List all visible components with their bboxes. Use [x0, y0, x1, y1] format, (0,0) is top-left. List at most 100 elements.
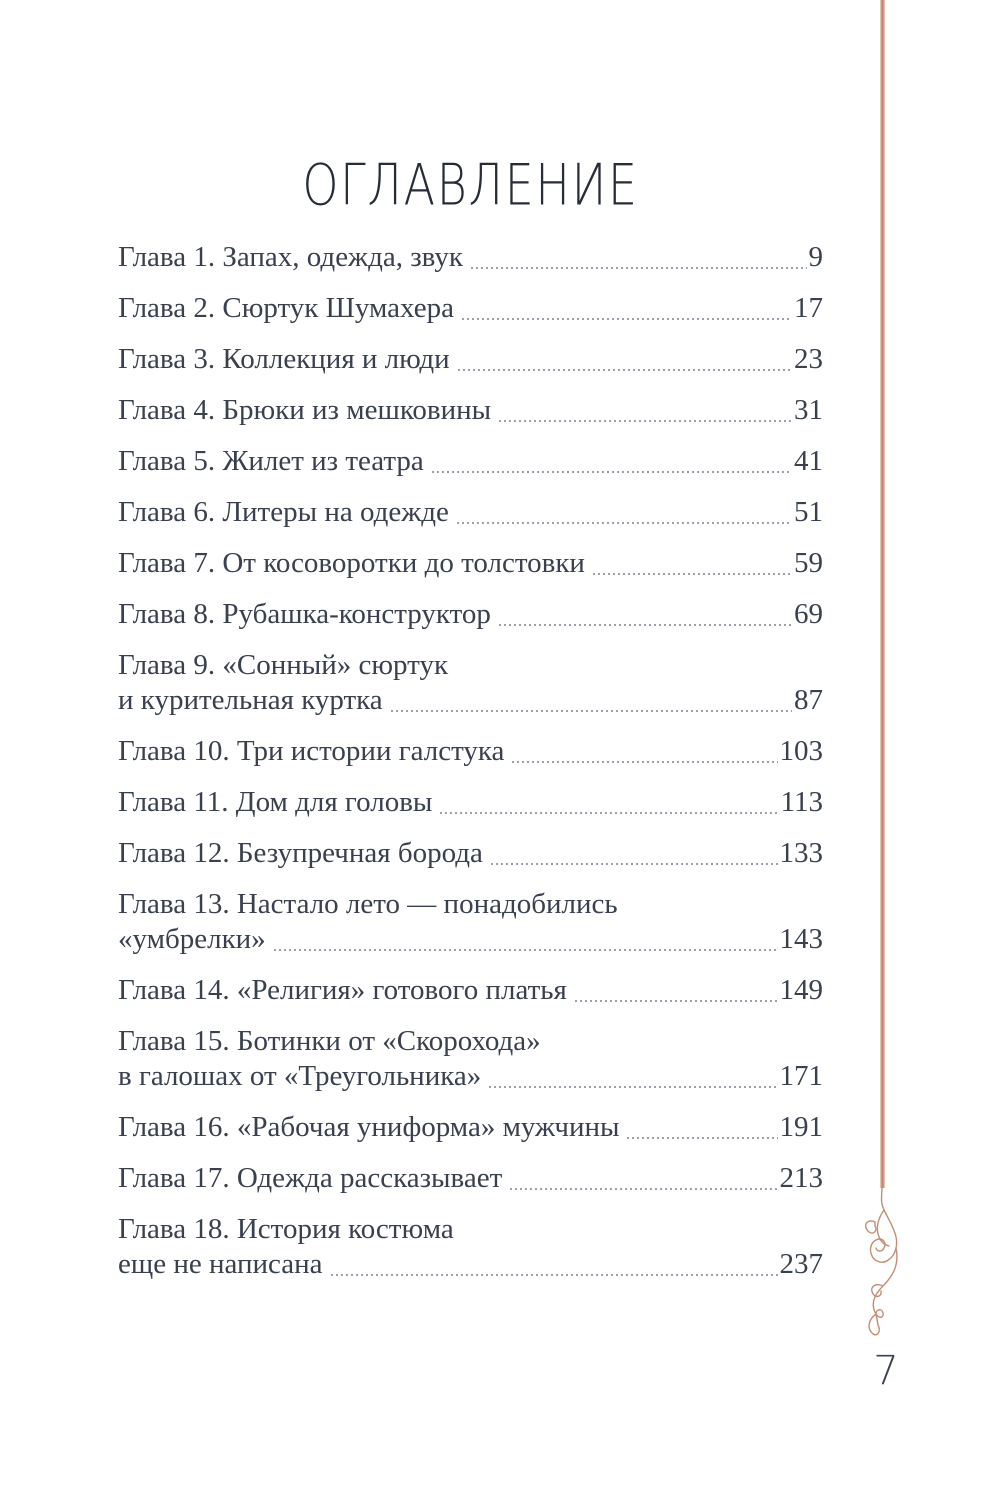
toc-entry: Глава 13. Настало лето — понадобились «ум… [118, 887, 823, 957]
toc-entry: Глава 2. Сюртук Шумахера 17 [118, 291, 823, 326]
toc-entry: Глава 5. Жилет из театра 41 [118, 444, 823, 479]
entry-page-number: 59 [794, 547, 823, 579]
entry-title: Глава 14. «Религия» готового платья [118, 974, 567, 1006]
toc-entry: Глава 6. Литеры на одежде 51 [118, 495, 823, 530]
flourish-ornament-icon [865, 1186, 898, 1336]
toc-entry: Глава 7. От косоворотки до толстовки 59 [118, 546, 823, 581]
entry-title: Глава 5. Жилет из театра [118, 445, 424, 477]
entry-title: в галошах от «Треугольника» [118, 1060, 482, 1092]
toc-entry-line: Глава 2. Сюртук Шумахера 17 [118, 291, 823, 326]
leader-dots [574, 1000, 778, 1002]
table-of-contents: Глава 1. Запах, одежда, звук 9 Глава 2. Сю… [118, 240, 823, 1298]
leader-dots [490, 863, 778, 865]
toc-entry: Глава 9. «Сонный» сюртук и курительная ку… [118, 648, 823, 718]
toc-entry-line: Глава 12. Безупречная борода 133 [118, 836, 823, 871]
toc-entry-line: Глава 14. «Религия» готового платья 149 [118, 973, 823, 1008]
toc-entry-line: Глава 10. Три истории галстука 103 [118, 734, 823, 769]
entry-title: Глава 3. Коллекция и люди [118, 343, 450, 375]
toc-entry-line: Глава 5. Жилет из театра 41 [118, 444, 823, 479]
toc-entry-line: в галошах от «Треугольника» 171 [118, 1059, 823, 1094]
toc-entry-line: Глава 11. Дом для головы 113 [118, 785, 823, 820]
toc-entry: Глава 14. «Религия» готового платья 149 [118, 973, 823, 1008]
folio-page-number: 7 [873, 1348, 899, 1394]
page-title: ОГЛАВЛЕНИЕ [302, 152, 639, 219]
entry-title: Глава 16. «Рабочая униформа» мужчины [118, 1111, 620, 1143]
toc-entry: Глава 10. Три истории галстука 103 [118, 734, 823, 769]
toc-entry-line: Глава 16. «Рабочая униформа» мужчины 191 [118, 1110, 823, 1145]
entry-page-number: 17 [794, 292, 823, 324]
entry-page-number: 171 [779, 1060, 824, 1092]
entry-page-number: 51 [794, 496, 823, 528]
toc-entry: Глава 11. Дом для головы 113 [118, 785, 823, 820]
entry-page-number: 69 [794, 598, 823, 630]
toc-entry-line: Глава 13. Настало лето — понадобились [118, 887, 823, 922]
entry-page-number: 87 [794, 684, 823, 716]
toc-entry-line: еще не написана 237 [118, 1247, 823, 1282]
toc-entry-line: «умбрелки» 143 [118, 922, 823, 957]
toc-entry-line: Глава 15. Ботинки от «Скорохода» [118, 1024, 823, 1059]
toc-entry: Глава 4. Брюки из мешковины 31 [118, 393, 823, 428]
entry-title: Глава 18. История костюма [118, 1213, 454, 1245]
entry-title: Глава 2. Сюртук Шумахера [118, 292, 455, 324]
leader-dots [457, 369, 792, 371]
toc-entry-line: Глава 3. Коллекция и люди 23 [118, 342, 823, 377]
leader-dots [470, 267, 807, 269]
entry-title: Глава 10. Три истории галстука [118, 735, 505, 767]
toc-entry: Глава 18. История костюма еще не написана… [118, 1212, 823, 1282]
entry-title: Глава 12. Безупречная борода [118, 837, 483, 869]
toc-entry-line: Глава 1. Запах, одежда, звук 9 [118, 240, 823, 275]
toc-entry-line: Глава 9. «Сонный» сюртук [118, 648, 823, 683]
toc-entry: Глава 17. Одежда рассказывает 213 [118, 1161, 823, 1196]
entry-title: Глава 6. Литеры на одежде [118, 496, 449, 528]
leader-dots [592, 573, 792, 575]
toc-entry: Глава 16. «Рабочая униформа» мужчины 191 [118, 1110, 823, 1145]
leader-dots [512, 761, 778, 763]
leader-dots [489, 1086, 778, 1088]
toc-entry: Глава 12. Безупречная борода 133 [118, 836, 823, 871]
entry-page-number: 237 [779, 1248, 824, 1280]
entry-title: Глава 15. Ботинки от «Скорохода» [118, 1025, 541, 1057]
entry-page-number: 41 [794, 445, 823, 477]
toc-entry-line: Глава 6. Литеры на одежде 51 [118, 495, 823, 530]
toc-entry: Глава 8. Рубашка-конструктор 69 [118, 597, 823, 632]
leader-dots [498, 624, 792, 626]
toc-entry-line: Глава 7. От косоворотки до толстовки 59 [118, 546, 823, 581]
entry-page-number: 103 [779, 735, 824, 767]
entry-title: Глава 17. Одежда рассказывает [118, 1162, 503, 1194]
entry-page-number: 149 [779, 974, 824, 1006]
leader-dots [627, 1137, 778, 1139]
entry-page-number: 9 [808, 241, 824, 273]
entry-title: Глава 8. Рубашка-конструктор [118, 598, 491, 630]
toc-entry-line: Глава 8. Рубашка-конструктор 69 [118, 597, 823, 632]
leader-dots [462, 318, 792, 320]
entry-title: Глава 7. От косоворотки до толстовки [118, 547, 585, 579]
entry-title: и курительная куртка [118, 684, 383, 716]
entry-title: Глава 11. Дом для головы [118, 786, 433, 818]
leader-dots [440, 812, 779, 814]
toc-entry: Глава 1. Запах, одежда, звук 9 [118, 240, 823, 275]
entry-title: Глава 1. Запах, одежда, звук [118, 241, 463, 273]
decorative-vertical-rule [880, 0, 885, 1188]
entry-page-number: 143 [779, 923, 824, 955]
entry-title: «умбрелки» [118, 923, 266, 955]
entry-page-number: 23 [794, 343, 823, 375]
entry-page-number: 191 [779, 1111, 824, 1143]
toc-entry: Глава 15. Ботинки от «Скорохода» в галоша… [118, 1024, 823, 1094]
toc-entry-line: Глава 18. История костюма [118, 1212, 823, 1247]
entry-title: Глава 9. «Сонный» сюртук [118, 649, 449, 681]
leader-dots [499, 420, 792, 422]
leader-dots [273, 949, 778, 951]
entry-page-number: 213 [779, 1162, 824, 1194]
entry-page-number: 31 [794, 394, 823, 426]
leader-dots [330, 1274, 778, 1276]
entry-page-number: 133 [779, 837, 824, 869]
leader-dots [456, 522, 792, 524]
entry-title: еще не написана [118, 1248, 323, 1280]
toc-entry-line: Глава 17. Одежда рассказывает 213 [118, 1161, 823, 1196]
leader-dots [390, 710, 792, 712]
entry-page-number: 113 [780, 786, 823, 818]
entry-title: Глава 4. Брюки из мешковины [118, 394, 492, 426]
leader-dots [510, 1188, 778, 1190]
toc-entry: Глава 3. Коллекция и люди 23 [118, 342, 823, 377]
